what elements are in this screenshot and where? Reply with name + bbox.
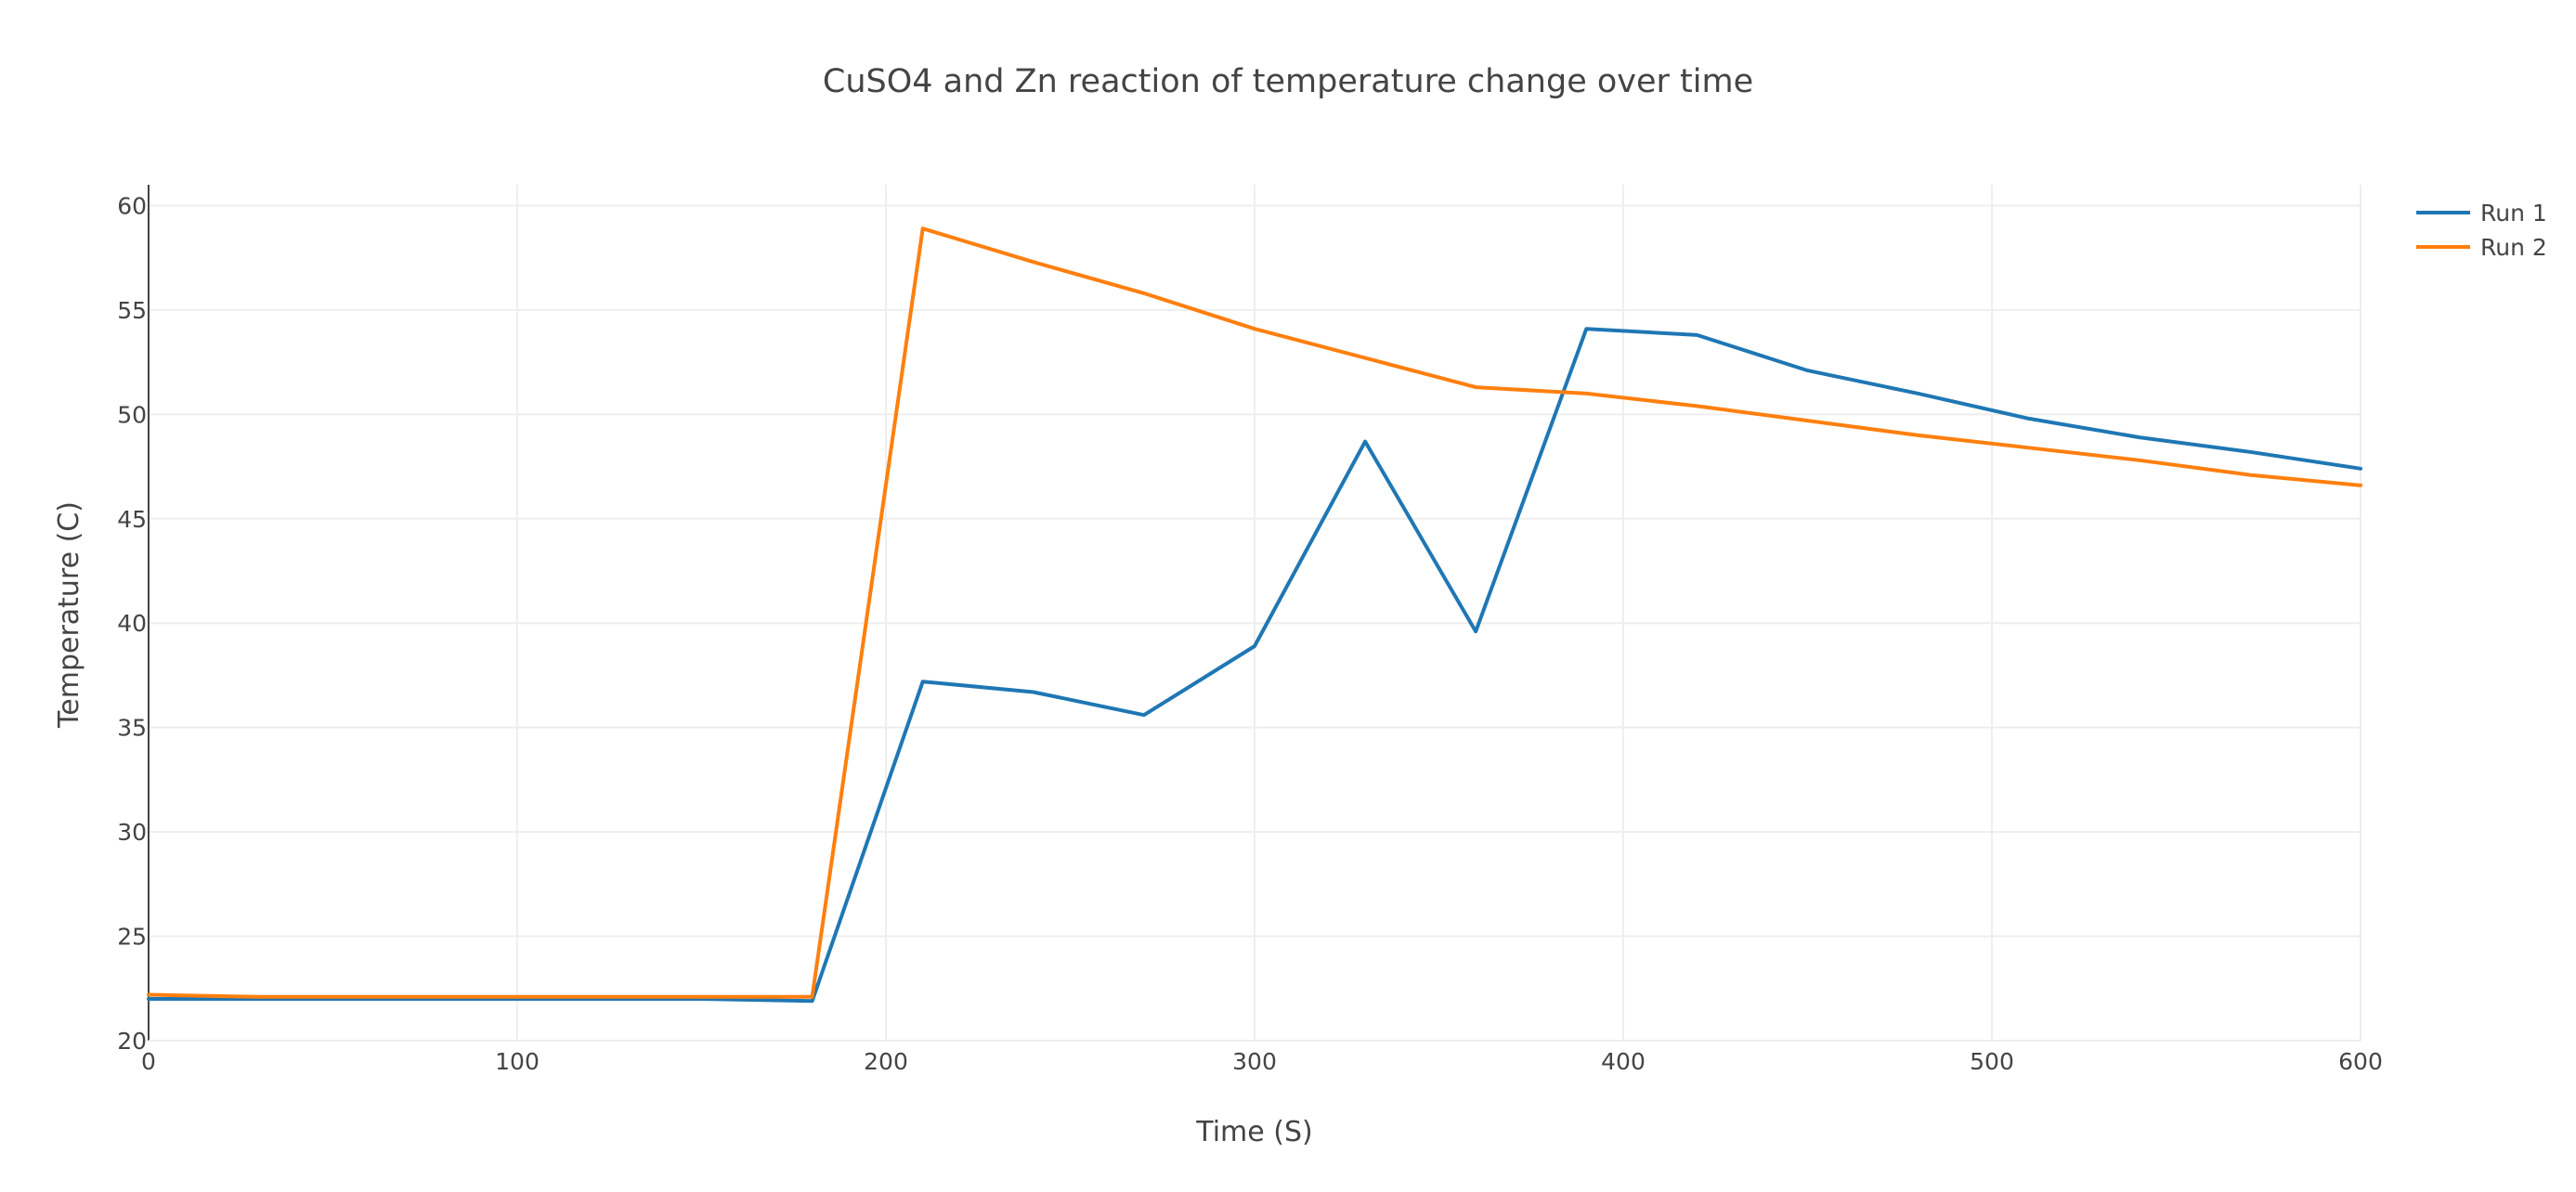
y-tick-label: 55: [117, 297, 147, 324]
legend-item-run-1[interactable]: Run 1: [2416, 200, 2547, 227]
grid: [149, 185, 2361, 1041]
legend-label: Run 2: [2480, 234, 2547, 261]
y-tick-label: 60: [117, 192, 147, 219]
series-line-run-1: [147, 327, 2362, 1004]
y-tick-label: 45: [117, 506, 147, 533]
x-tick-label: 0: [141, 1048, 156, 1075]
chart-title: CuSO4 and Zn reaction of temperature cha…: [823, 63, 1753, 100]
y-tick-label: 35: [117, 715, 147, 742]
x-tick-label: 100: [495, 1048, 540, 1075]
x-tick-label: 400: [1601, 1048, 1646, 1075]
series-lines: [147, 227, 2362, 1004]
x-axis-title: Time (S): [1195, 1116, 1312, 1148]
tick-labels: 0 100 200 300 400 500 600 20 25 30 35 40 45 50 55 60: [117, 192, 2383, 1075]
legend: Run 1 Run 2: [2416, 200, 2547, 261]
axes: [148, 185, 2361, 1042]
x-tick-label: 200: [864, 1048, 908, 1075]
y-tick-label: 20: [117, 1028, 147, 1055]
series-line-run-2: [147, 227, 2362, 999]
y-axis-title: Temperature (C): [53, 501, 85, 729]
x-tick-label: 300: [1232, 1048, 1277, 1075]
y-tick-label: 40: [117, 610, 147, 637]
y-tick-label: 50: [117, 401, 147, 428]
x-tick-label: 600: [2338, 1048, 2383, 1075]
x-tick-label: 500: [1970, 1048, 2014, 1075]
y-tick-label: 25: [117, 924, 147, 951]
legend-label: Run 1: [2480, 200, 2547, 227]
legend-item-run-2[interactable]: Run 2: [2416, 234, 2547, 261]
y-tick-label: 30: [117, 819, 147, 846]
